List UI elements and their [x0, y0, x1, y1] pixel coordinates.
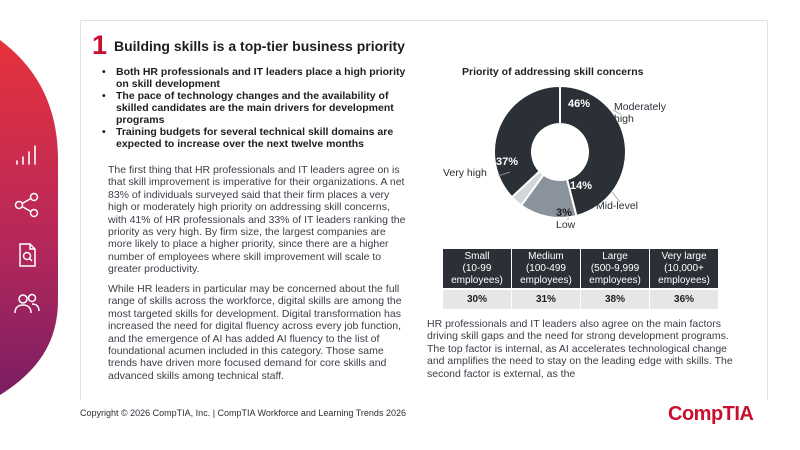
table-header-cell: Large (500-9,999 employees): [580, 249, 651, 289]
slice-value-low: 3%: [556, 207, 572, 219]
slice-value-mid-level: 14%: [570, 180, 593, 192]
key-point: Both HR professionals and IT leaders pla…: [98, 66, 418, 90]
share-icon: [12, 190, 42, 220]
section-title: Building skills is a top-tier business p…: [114, 38, 405, 54]
people-icon: [12, 288, 42, 318]
body-paragraph: The first thing that HR professionals an…: [108, 164, 406, 276]
slice-value-very-high: 37%: [496, 156, 519, 168]
table-header-cell: Medium (100-499 employees): [511, 249, 581, 289]
key-points-list: Both HR professionals and IT leaders pla…: [98, 66, 418, 150]
table-value-cell: 36%: [649, 288, 718, 309]
firm-size-table: Small (10-99 employees) Medium (100-499 empl…: [443, 249, 718, 309]
donut-slice-moderately-high: [559, 84, 627, 218]
document-search-icon: [12, 240, 42, 270]
key-point: Training budgets for several technical s…: [98, 126, 418, 150]
comptia-logo: CompTIA: [668, 403, 754, 425]
table-value-cell: 38%: [580, 288, 651, 309]
slice-label-very-high: Very high: [443, 167, 487, 179]
leader-line: [497, 171, 511, 177]
body-paragraph: HR professionals and IT leaders also agr…: [427, 318, 733, 380]
chart-title: Priority of addressing skill concerns: [462, 66, 644, 78]
footer-copyright: Copyright © 2026 CompTIA, Inc. | CompTIA…: [80, 408, 406, 418]
sidebar: [0, 0, 70, 450]
slice-label-moderately-high: Moderately high: [614, 101, 666, 125]
table-value-cell: 31%: [511, 288, 581, 309]
leader-line: [612, 109, 621, 115]
slice-label-mid-level: Mid-level: [596, 200, 639, 212]
bar-chart-icon: [12, 140, 42, 170]
priority-donut-chart: [493, 84, 627, 220]
donut-slice-very-high: [493, 84, 561, 199]
sidebar-shape: [0, 40, 58, 395]
key-point: The pace of technology changes and the a…: [98, 90, 418, 126]
body-paragraph: While HR leaders in particular may be co…: [108, 283, 402, 382]
table-header-cell: Very large (10,000+ employees): [649, 249, 718, 289]
table-header-row: Small (10-99 employees) Medium (100-499 empl…: [443, 249, 718, 289]
table-value-cell: 30%: [443, 288, 512, 309]
slice-value-moderately-high: 46%: [568, 98, 591, 110]
leader-line: [611, 191, 621, 203]
slice-label-low: Low: [556, 219, 576, 231]
table-header-cell: Small (10-99 employees): [443, 249, 512, 289]
table-value-row: 30% 31% 38% 36%: [443, 288, 718, 309]
content-card: [80, 20, 768, 400]
section-number: 1: [92, 30, 108, 60]
